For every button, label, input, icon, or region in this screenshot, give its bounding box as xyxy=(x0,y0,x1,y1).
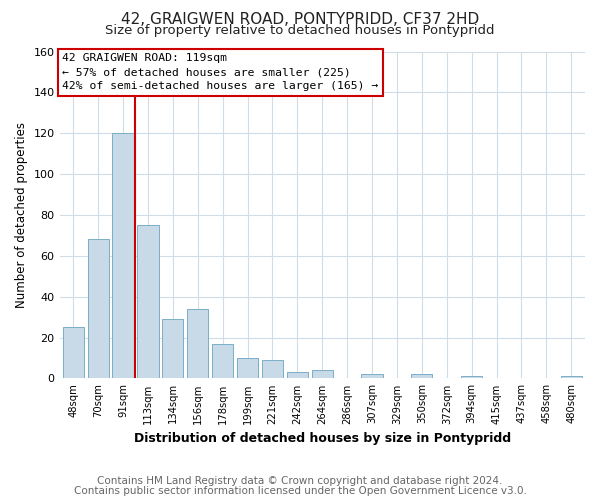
Bar xyxy=(287,372,308,378)
Bar xyxy=(62,328,84,378)
Bar xyxy=(461,376,482,378)
Text: 42, GRAIGWEN ROAD, PONTYPRIDD, CF37 2HD: 42, GRAIGWEN ROAD, PONTYPRIDD, CF37 2HD xyxy=(121,12,479,28)
Bar xyxy=(411,374,433,378)
X-axis label: Distribution of detached houses by size in Pontypridd: Distribution of detached houses by size … xyxy=(134,432,511,445)
Bar xyxy=(237,358,258,378)
Bar xyxy=(162,319,184,378)
Bar xyxy=(187,309,208,378)
Bar xyxy=(212,344,233,378)
Bar xyxy=(137,225,158,378)
Text: Contains HM Land Registry data © Crown copyright and database right 2024.: Contains HM Land Registry data © Crown c… xyxy=(97,476,503,486)
Text: Size of property relative to detached houses in Pontypridd: Size of property relative to detached ho… xyxy=(105,24,495,37)
Bar xyxy=(311,370,333,378)
Bar xyxy=(88,240,109,378)
Text: Contains public sector information licensed under the Open Government Licence v3: Contains public sector information licen… xyxy=(74,486,526,496)
Bar xyxy=(262,360,283,378)
Text: 42 GRAIGWEN ROAD: 119sqm
← 57% of detached houses are smaller (225)
42% of semi-: 42 GRAIGWEN ROAD: 119sqm ← 57% of detach… xyxy=(62,53,379,91)
Bar xyxy=(361,374,383,378)
Bar xyxy=(112,133,134,378)
Y-axis label: Number of detached properties: Number of detached properties xyxy=(15,122,28,308)
Bar xyxy=(561,376,582,378)
